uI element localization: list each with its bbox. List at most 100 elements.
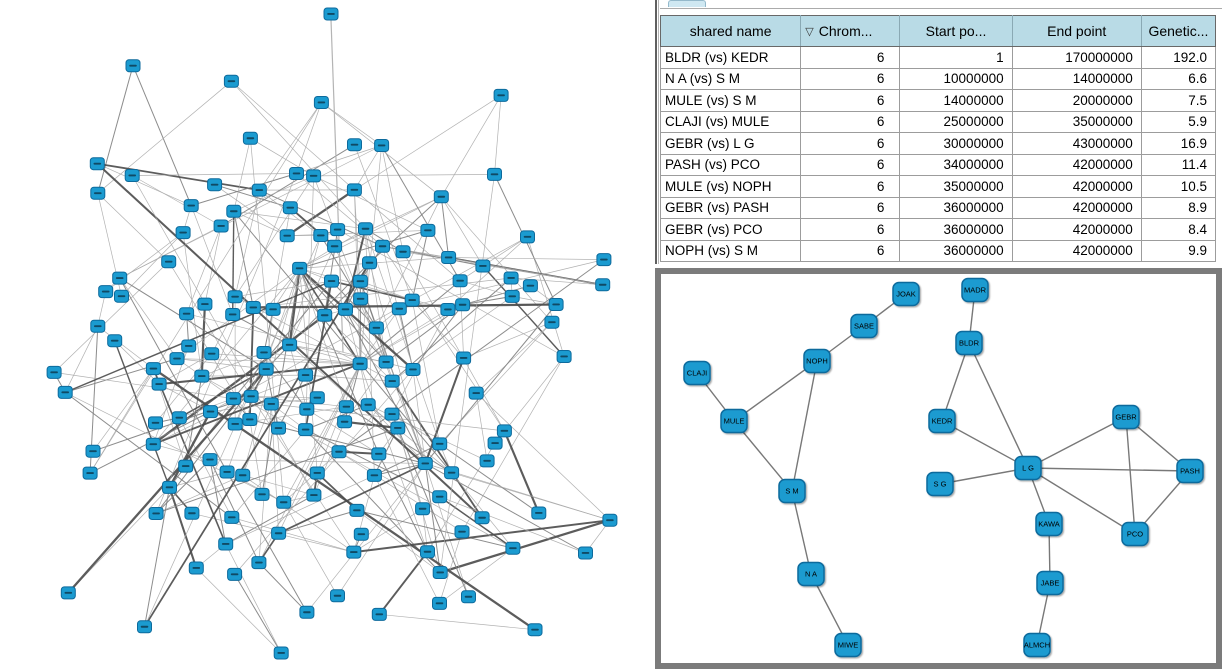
network-node[interactable] [337, 415, 353, 429]
network-node[interactable] [375, 239, 390, 253]
network-node[interactable] [125, 59, 141, 73]
network-node-SABE[interactable]: SABE [850, 313, 878, 339]
network-node[interactable] [245, 301, 261, 314]
network-node[interactable] [137, 620, 152, 634]
network-node[interactable] [227, 567, 243, 581]
table-row[interactable]: PASH (vs) PCO 6 34000000 42000000 11.4 [659, 153, 1217, 176]
column-header-end-point[interactable]: End point [1011, 15, 1142, 47]
network-node[interactable] [162, 480, 177, 494]
network-node[interactable] [432, 566, 448, 579]
cell-chromosome[interactable]: 6 [800, 153, 901, 176]
network-node[interactable] [353, 527, 369, 541]
network-node[interactable] [496, 424, 512, 438]
cell-shared-name[interactable]: MULE (vs) S M [659, 89, 802, 112]
cell-start[interactable]: 36000000 [899, 196, 1013, 219]
network-node[interactable] [254, 487, 270, 501]
network-node[interactable] [306, 169, 322, 183]
cell-genetic[interactable]: 192.0 [1140, 46, 1217, 69]
table-row[interactable]: N A (vs) S M 6 10000000 14000000 6.6 [659, 67, 1217, 90]
network-node[interactable] [57, 385, 73, 399]
network-edge-NOPH-MULE[interactable] [733, 360, 818, 422]
filter-funnel-icon[interactable]: ▽ [805, 26, 814, 38]
network-node[interactable] [503, 271, 519, 285]
network-node[interactable] [556, 350, 572, 363]
network-node[interactable] [271, 526, 287, 540]
network-edge-SG-LG[interactable] [939, 467, 1029, 485]
network-node[interactable] [175, 226, 191, 240]
network-node[interactable] [203, 405, 218, 419]
network-node[interactable] [338, 302, 353, 316]
large-network-panel[interactable] [0, 0, 655, 669]
cell-end[interactable]: 42000000 [1011, 175, 1142, 198]
network-node[interactable] [107, 334, 123, 348]
network-node[interactable] [366, 468, 382, 482]
network-node[interactable] [371, 607, 387, 621]
table-row[interactable]: GEBR (vs) PCO 6 36000000 42000000 8.4 [659, 218, 1217, 241]
network-edge-LG-PCO[interactable] [1027, 467, 1136, 535]
network-node[interactable] [444, 466, 460, 480]
cell-shared-name[interactable]: NOPH (vs) S M [659, 239, 802, 262]
network-node[interactable] [207, 178, 223, 192]
cell-chromosome[interactable]: 6 [800, 175, 901, 198]
cell-genetic[interactable]: 10.5 [1140, 175, 1217, 198]
cell-start[interactable]: 36000000 [899, 239, 1013, 262]
network-node[interactable] [456, 351, 472, 365]
network-node[interactable] [90, 319, 106, 333]
network-node[interactable] [225, 308, 241, 321]
network-node[interactable] [178, 459, 194, 473]
network-node[interactable] [433, 190, 449, 204]
network-node[interactable] [452, 274, 468, 288]
network-node[interactable] [432, 437, 448, 451]
network-node[interactable] [505, 541, 521, 555]
network-node[interactable] [309, 466, 325, 480]
network-node[interactable] [188, 561, 204, 575]
cell-end[interactable]: 170000000 [1011, 46, 1142, 69]
network-node[interactable] [475, 259, 491, 273]
cell-chromosome[interactable]: 6 [800, 239, 901, 262]
network-node[interactable] [487, 436, 503, 450]
column-header-start-position[interactable]: Start po... [899, 15, 1013, 47]
network-edge-BLDR-LG[interactable] [968, 342, 1029, 469]
cell-end[interactable]: 42000000 [1011, 153, 1142, 176]
network-node[interactable] [202, 453, 218, 467]
network-node[interactable] [299, 605, 315, 619]
network-node[interactable] [184, 506, 200, 520]
network-node[interactable] [374, 139, 390, 152]
cell-shared-name[interactable]: N A (vs) S M [659, 67, 802, 90]
table-row[interactable]: MULE (vs) S M 6 14000000 20000000 7.5 [659, 89, 1217, 112]
network-node[interactable] [474, 511, 490, 525]
network-node[interactable] [548, 298, 564, 311]
network-node[interactable] [384, 374, 400, 388]
cell-genetic[interactable]: 5.9 [1140, 110, 1217, 133]
network-node[interactable] [60, 586, 76, 600]
cell-shared-name[interactable]: MULE (vs) NOPH [659, 175, 802, 198]
network-node-CLAJI[interactable]: CLAJI [683, 360, 711, 386]
cell-chromosome[interactable]: 6 [800, 89, 901, 112]
network-node[interactable] [349, 503, 365, 517]
network-node[interactable] [360, 398, 376, 412]
network-node[interactable] [82, 466, 98, 480]
network-node[interactable] [227, 417, 243, 431]
network-node[interactable] [441, 251, 457, 264]
network-node[interactable] [299, 402, 315, 416]
network-node[interactable] [330, 223, 346, 237]
network-node-SM[interactable]: S M [778, 478, 806, 504]
network-node[interactable] [395, 245, 411, 259]
network-node[interactable] [89, 157, 105, 171]
network-node[interactable] [520, 230, 535, 244]
cell-chromosome[interactable]: 6 [800, 46, 901, 69]
network-node[interactable] [171, 411, 187, 425]
network-node[interactable] [145, 362, 161, 376]
network-node[interactable] [323, 7, 339, 21]
network-node[interactable] [317, 308, 333, 322]
network-node[interactable] [258, 362, 274, 376]
network-node[interactable] [602, 513, 618, 527]
network-node[interactable] [331, 445, 347, 459]
network-node[interactable] [306, 488, 322, 502]
network-edge-NOPH-SM[interactable] [791, 360, 818, 492]
network-node[interactable] [263, 397, 279, 411]
network-node-GEBR[interactable]: GEBR [1112, 404, 1140, 430]
network-node[interactable] [282, 201, 298, 215]
network-node[interactable] [148, 416, 163, 430]
network-node-KAWA[interactable]: KAWA [1035, 511, 1063, 537]
